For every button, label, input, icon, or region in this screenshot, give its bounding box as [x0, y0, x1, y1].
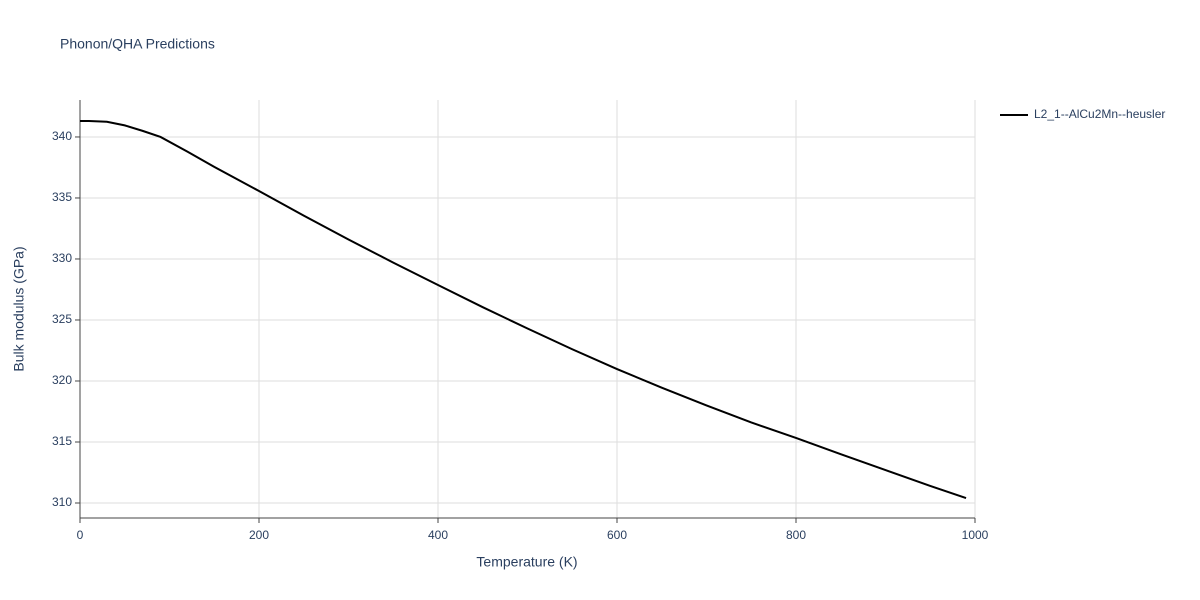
line-series: [80, 119, 967, 500]
x-tick-label: 1000: [962, 528, 989, 542]
y-tick-label: 325: [52, 312, 72, 326]
x-tick-label: 200: [249, 528, 269, 542]
y-tick-label: 330: [52, 251, 72, 265]
chart-title: Phonon/QHA Predictions: [60, 36, 215, 52]
x-tick-label: 0: [77, 528, 84, 542]
x-axis-title: Temperature (K): [476, 554, 577, 570]
x-tick-label: 400: [428, 528, 448, 542]
y-tick-label: 320: [52, 373, 72, 387]
legend-label: L2_1--AlCu2Mn--heusler: [1034, 107, 1165, 121]
y-tick-label: 315: [52, 434, 72, 448]
y-tick-label: 340: [52, 129, 72, 143]
y-axis-title: Bulk modulus (GPa): [11, 246, 27, 371]
x-tick-label: 800: [786, 528, 806, 542]
x-tick-label: 600: [607, 528, 627, 542]
y-tick-label: 335: [52, 190, 72, 204]
y-tick-label: 310: [52, 495, 72, 509]
